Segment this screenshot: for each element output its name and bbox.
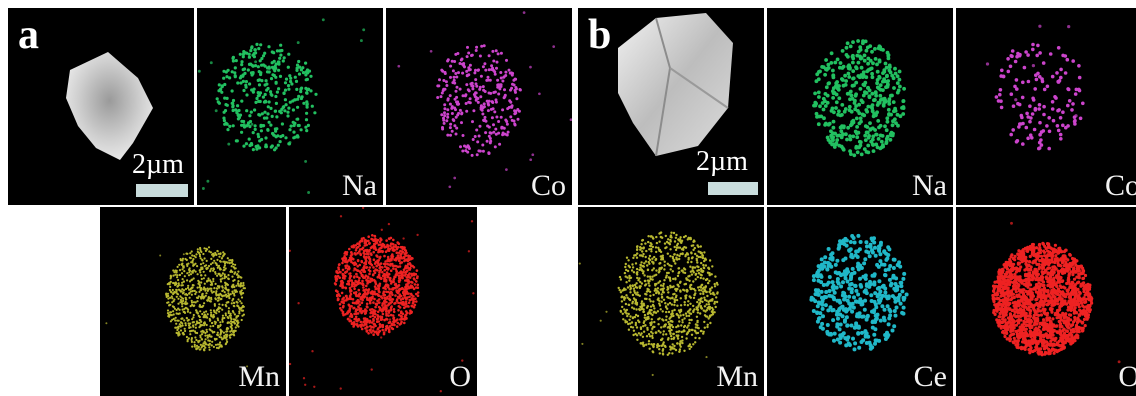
map-panel-b-o: O: [956, 207, 1136, 396]
map-panel-b-ce: Ce: [767, 207, 953, 396]
map-panel-b-mn: Mn: [578, 207, 764, 396]
map-panel-a-mn: Mn: [100, 207, 286, 396]
scale-bar-a: [136, 184, 188, 197]
element-map-a-na: [197, 18, 366, 194]
panel-letter-b: b: [588, 12, 612, 58]
map-panel-b-co: Co: [956, 8, 1136, 205]
element-label-a-na: Na: [342, 169, 377, 202]
sem-particle-a: [66, 52, 153, 160]
element-map-b-na: [812, 39, 906, 158]
map-panel-a-o: O: [289, 207, 477, 396]
element-label-a-co: Co: [530, 169, 566, 202]
scale-bar-label-b: 2µm: [696, 146, 748, 177]
element-label-b-co: Co: [1104, 169, 1136, 202]
sem-image-panel-a: a 2µm: [8, 8, 194, 205]
sem-particle-b: [618, 13, 733, 157]
element-map-b-o: [991, 221, 1121, 364]
map-panel-a-co: Co: [386, 8, 572, 205]
panel-letter-a: a: [18, 12, 39, 58]
element-label-a-o: O: [449, 360, 471, 393]
sem-image-panel-b: b 2µm: [578, 8, 764, 205]
map-panel-b-na: Na: [767, 8, 953, 205]
element-map-b-ce: [809, 233, 909, 352]
element-map-a-o: [289, 207, 475, 393]
element-map-a-mn: [105, 246, 249, 368]
element-label-b-ce: Ce: [913, 360, 947, 393]
element-label-b-na: Na: [912, 169, 947, 202]
scale-bar-label-a: 2µm: [132, 149, 184, 180]
element-map-b-mn: [578, 231, 719, 377]
map-panel-a-na: Na: [197, 8, 383, 205]
element-map-b-co: [985, 24, 1085, 151]
scale-bar-b: [708, 182, 758, 195]
element-label-b-mn: Mn: [716, 360, 758, 393]
element-label-a-mn: Mn: [238, 360, 280, 393]
element-map-a-co: [397, 11, 572, 189]
element-label-b-o: O: [1118, 360, 1136, 393]
